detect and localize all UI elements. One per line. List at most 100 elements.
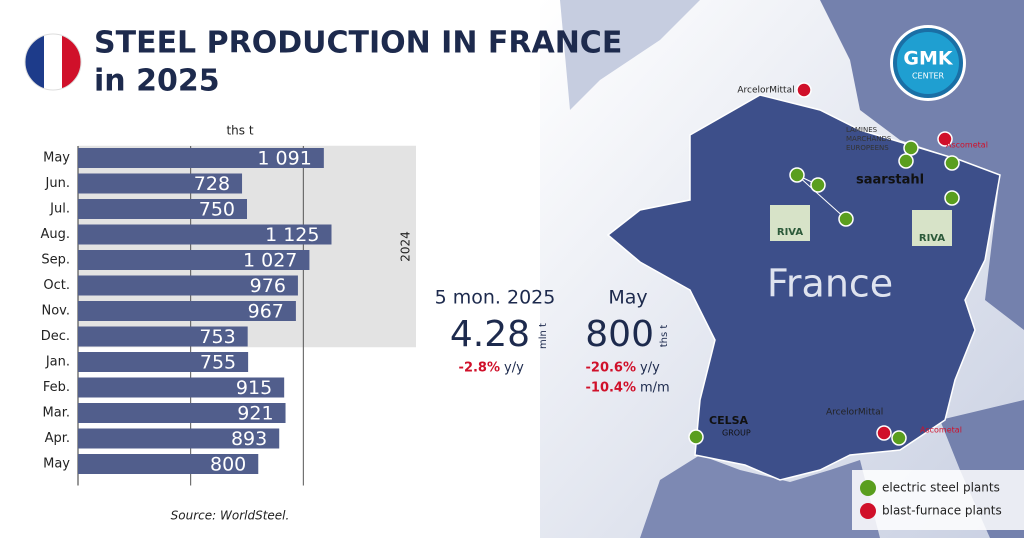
bar — [78, 199, 247, 219]
value-label: 967 — [248, 301, 284, 323]
company-label: EUROPEENS — [846, 144, 889, 152]
y-tick-label: Oct. — [43, 278, 70, 293]
stat-value: 4.28 — [450, 314, 530, 355]
legend-swatch — [860, 503, 876, 519]
bar — [78, 275, 298, 296]
bar — [78, 403, 286, 423]
legend-label: electric steel plants — [882, 481, 1000, 495]
riva-logo — [912, 210, 952, 246]
bar — [78, 454, 259, 474]
connector — [796, 174, 847, 220]
electric-plant — [891, 430, 907, 446]
stat-change-label: y/y — [640, 361, 660, 376]
stat-change-label: m/m — [640, 381, 670, 396]
electric-plant — [944, 155, 960, 171]
flag-red — [62, 34, 81, 90]
company-label: RIVA — [919, 233, 945, 244]
chart-title: STEEL PRODUCTION IN FRANCE — [94, 26, 622, 61]
stat-unit: mln t — [538, 323, 549, 349]
source: Source: WorldSteel. — [171, 509, 290, 523]
bar — [78, 250, 310, 270]
value-label: 753 — [199, 326, 235, 348]
stat-title: 5 mon. 2025 — [435, 287, 556, 309]
bar — [78, 224, 332, 245]
y-tick-label: Dec. — [41, 329, 70, 344]
y-tick-label: Aug. — [40, 227, 70, 242]
logo — [893, 28, 963, 98]
land-uk — [560, 0, 700, 110]
stat-change: -10.4% — [586, 381, 637, 396]
bar-chart: 2024 May 1 091 Jun. 728 Jul. 750 Aug. 1 125 Sep. 1… — [40, 145, 416, 486]
company-label: ArcelorMittal — [737, 86, 794, 96]
company-label: MARCHANDS — [846, 135, 892, 143]
company-label: GROUP — [722, 429, 751, 438]
company-label: CELSA — [709, 414, 749, 427]
value-label: 893 — [231, 428, 267, 450]
electric-plant — [688, 429, 704, 445]
blast-furnace-plant — [937, 131, 953, 147]
value-label: 915 — [236, 377, 272, 399]
company-label: RIVA — [777, 227, 803, 238]
value-label: 750 — [199, 199, 235, 221]
country-label: France — [767, 262, 893, 306]
y-tick-label: Jun. — [45, 176, 70, 191]
stat-change: -2.8% — [459, 361, 500, 376]
stat-unit: ths t — [659, 325, 670, 348]
value-label: 755 — [200, 352, 236, 374]
y-tick-label: Sep. — [41, 253, 70, 268]
company-label: ArcelorMittal — [826, 408, 883, 418]
y-tick-label: Mar. — [43, 406, 70, 421]
electric-plant — [898, 153, 914, 169]
stat-title: May — [608, 287, 647, 309]
stat-change-label: y/y — [504, 361, 524, 376]
legend-label: blast-furnace plants — [882, 504, 1002, 518]
electric-plant — [903, 140, 919, 156]
blast-furnace-plant — [876, 425, 892, 441]
flag-white — [44, 34, 62, 90]
legend-swatch — [860, 480, 876, 496]
value-label: 728 — [194, 173, 230, 195]
electric-plant — [789, 167, 805, 183]
y-tick-label: May — [43, 457, 70, 472]
y-tick-label: Apr. — [45, 431, 70, 446]
bar — [78, 352, 249, 372]
company-label: saarstahl — [856, 173, 924, 188]
unit-label: ths t — [226, 124, 253, 138]
electric-plant — [810, 177, 826, 193]
value-label: 1 091 — [257, 148, 311, 170]
y-tick-label: Jul. — [49, 202, 70, 217]
y-tick-label: Feb. — [43, 380, 70, 395]
riva-logo — [770, 205, 810, 241]
value-label: 1 027 — [243, 250, 297, 272]
legend-box — [852, 470, 1024, 530]
bar — [78, 148, 324, 168]
flag-border — [24, 33, 82, 91]
value-label: 921 — [237, 403, 273, 425]
company-label: LAMINES — [846, 126, 878, 134]
value-label: 976 — [250, 275, 286, 297]
stat-change: -20.6% — [586, 361, 637, 376]
land-neighbors — [820, 0, 1024, 330]
bar — [78, 377, 285, 398]
company-label: Ascometal — [946, 141, 988, 150]
value-label: 1 125 — [265, 224, 319, 246]
electric-plant — [838, 211, 854, 227]
bar — [78, 428, 280, 449]
y-tick-label: May — [43, 151, 70, 166]
blast-furnace-plant — [796, 82, 812, 98]
chart-subtitle: in 2025 — [94, 64, 220, 99]
y-tick-label: Jan. — [45, 355, 70, 370]
logo-text: GMK — [903, 48, 954, 70]
value-label: 800 — [210, 454, 246, 476]
stat-value: 800 — [585, 314, 654, 355]
bar — [78, 326, 248, 347]
logo-text: CENTER — [912, 72, 945, 81]
bar — [78, 173, 243, 194]
land-france — [606, 94, 1001, 481]
company-label: Ascometal — [920, 426, 962, 435]
highlight-label: 2024 — [399, 231, 413, 262]
bar — [78, 301, 296, 321]
land-spain — [640, 455, 880, 538]
y-tick-label: Nov. — [42, 304, 71, 319]
